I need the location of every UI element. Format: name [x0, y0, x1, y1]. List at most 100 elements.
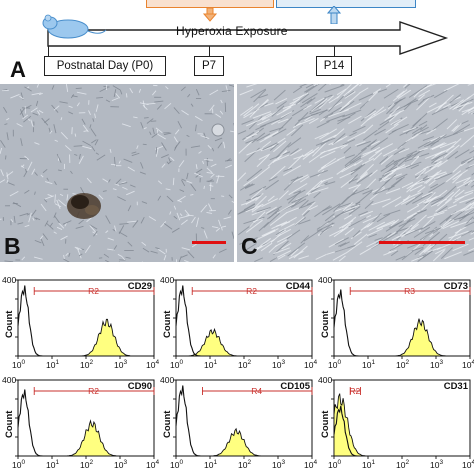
start-day-label: Postnatal Day (P0) [44, 56, 166, 76]
y-tick-label: 400 [2, 375, 17, 385]
plot-frame [333, 279, 471, 357]
x-tick-exponent: 1 [371, 459, 376, 466]
x-tick-label: 100 [12, 359, 26, 370]
gate-label: R2 [246, 286, 257, 296]
micrograph-b: B [0, 84, 234, 262]
x-tick-label: 100 [170, 359, 184, 370]
x-tick-label: 104 [462, 459, 474, 470]
x-tick-exponent: 3 [281, 359, 286, 366]
histogram-plot [15, 379, 155, 459]
histogram-cd29: R2 CD29 Count 400 100 101 102 103 104 [0, 266, 160, 370]
y-tick-label: 400 [160, 275, 175, 285]
scale-bar-c [379, 241, 465, 244]
x-tick-label: 103 [114, 459, 128, 470]
x-tick-exponent: 1 [213, 459, 218, 466]
p14-tick [334, 46, 336, 56]
exposure-label: Hyperoxia Exposure [176, 24, 288, 38]
x-tick-exponent: 2 [405, 459, 410, 466]
x-tick-label: 103 [272, 459, 286, 470]
x-tick-exponent: 4 [155, 459, 160, 466]
x-tick-exponent: 2 [247, 459, 252, 466]
x-tick-exponent: 1 [55, 359, 60, 366]
x-tick-exponent: 0 [179, 459, 184, 466]
x-tick-label: 101 [204, 459, 218, 470]
panel-letter-b: B [4, 233, 21, 259]
x-tick-exponent: 4 [313, 359, 318, 366]
x-tick-label: 100 [12, 459, 26, 470]
histogram-cd44: R2 CD44 Count 400 100 101 102 103 104 [158, 266, 318, 370]
histogram-cd73: R3 CD73 Count 400 100 101 102 103 104 [316, 266, 474, 370]
plot-frame [17, 279, 155, 357]
marker-label: CD31 [443, 381, 468, 392]
x-tick-exponent: 0 [337, 359, 342, 366]
x-tick-label: 102 [396, 359, 410, 370]
x-tick-label: 101 [362, 459, 376, 470]
x-tick-label: 104 [146, 359, 160, 370]
y-axis-label: Count [162, 310, 173, 338]
y-tick-label: 400 [160, 375, 175, 385]
x-tick-exponent: 3 [439, 359, 444, 366]
x-tick-exponent: 1 [371, 359, 376, 366]
timeline-arrow [47, 21, 449, 55]
x-tick-label: 100 [328, 459, 342, 470]
x-tick-exponent: 0 [21, 459, 26, 466]
x-tick-exponent: 4 [313, 459, 318, 466]
x-tick-label: 104 [146, 459, 160, 470]
histogram-plot [15, 279, 155, 359]
x-tick-label: 103 [430, 459, 444, 470]
y-axis-label: Count [320, 410, 331, 438]
p7-label: P7 [194, 56, 224, 76]
x-tick-exponent: 1 [213, 359, 218, 366]
marker-label: CD90 [127, 381, 152, 392]
plot-frame [333, 379, 471, 457]
x-tick-exponent: 4 [471, 359, 474, 366]
x-tick-label: 103 [114, 359, 128, 370]
scale-bar-b [192, 241, 226, 244]
x-tick-label: 101 [46, 359, 60, 370]
x-tick-label: 103 [272, 359, 286, 370]
x-tick-label: 101 [46, 459, 60, 470]
x-tick-exponent: 3 [123, 359, 128, 366]
y-axis-label: Count [4, 310, 15, 338]
x-tick-label: 100 [328, 359, 342, 370]
y-axis-label: Count [320, 310, 331, 338]
panel-letter-c: C [241, 233, 258, 259]
x-tick-label: 104 [462, 359, 474, 370]
histogram-plot [331, 379, 471, 459]
x-tick-exponent: 2 [405, 359, 410, 366]
mouse-icon [42, 14, 107, 39]
histogram-plot [173, 379, 313, 459]
gate-label: R2 [88, 386, 99, 396]
panel-letter-a: A [10, 57, 26, 82]
histogram-cd105: R4 CD105 Count 400 100 101 102 103 104 [158, 366, 318, 470]
marker-label: CD44 [285, 281, 310, 292]
marker-label: CD105 [280, 381, 310, 392]
y-tick-label: 400 [318, 375, 333, 385]
x-tick-exponent: 0 [21, 359, 26, 366]
histogram-plot [173, 279, 313, 359]
x-tick-exponent: 2 [89, 359, 94, 366]
x-tick-label: 102 [396, 459, 410, 470]
p14-label: P14 [316, 56, 352, 76]
up-arrow-icon [327, 6, 341, 24]
x-tick-label: 104 [304, 359, 318, 370]
gate-label: R2 [88, 286, 99, 296]
marker-label: CD29 [127, 281, 152, 292]
x-tick-label: 102 [80, 459, 94, 470]
marker-label: CD73 [443, 281, 468, 292]
x-tick-exponent: 2 [247, 359, 252, 366]
x-tick-exponent: 4 [155, 359, 160, 366]
x-tick-label: 102 [238, 359, 252, 370]
gate-label: R3 [404, 286, 415, 296]
x-tick-exponent: 0 [337, 459, 342, 466]
x-tick-label: 100 [170, 459, 184, 470]
x-tick-exponent: 1 [55, 459, 60, 466]
histogram-cd90: R2 CD90 Count 400 100 101 102 103 104 [0, 366, 160, 470]
start-tick [48, 46, 50, 56]
x-tick-label: 102 [80, 359, 94, 370]
x-tick-exponent: 2 [89, 459, 94, 466]
y-axis-label: Count [4, 410, 15, 438]
down-arrow-icon [203, 8, 217, 22]
gate-label: R4 [251, 386, 263, 396]
timeline-panel: Hyperoxia Exposure Postnatal Day (P0) P7… [0, 0, 474, 84]
